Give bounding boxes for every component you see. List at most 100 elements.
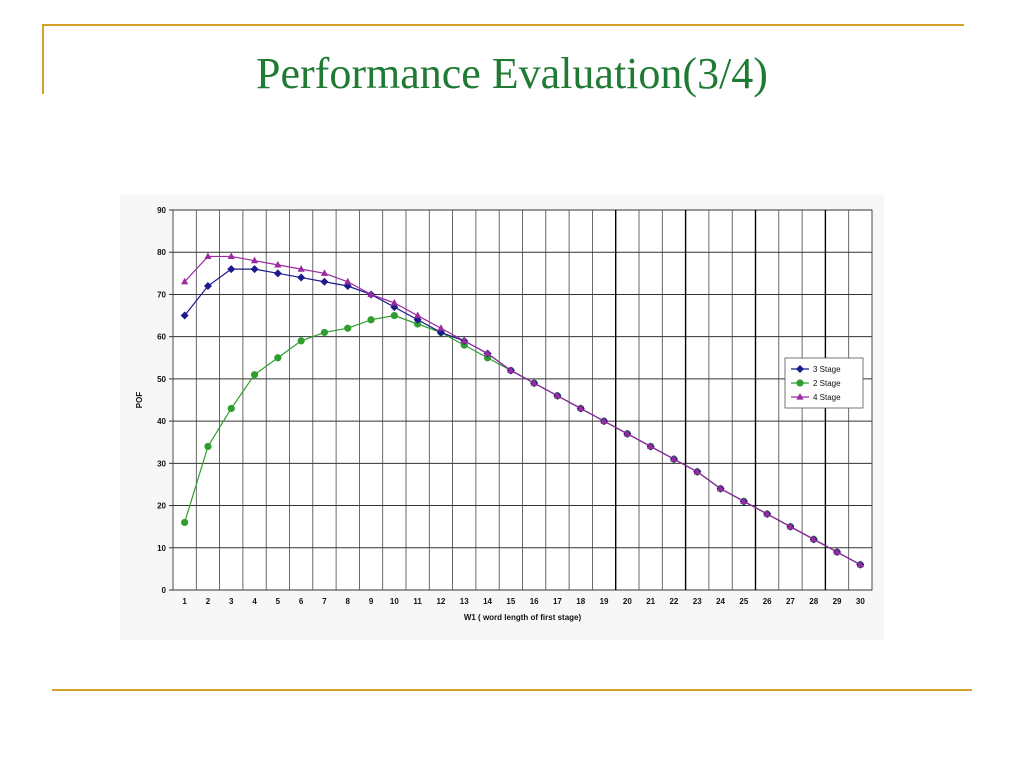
x-tick-label: 7 — [322, 597, 327, 606]
y-tick-label: 70 — [157, 290, 166, 299]
data-point-2-stage — [390, 311, 398, 320]
bottom-accent-line — [52, 689, 972, 691]
data-point-2-stage — [274, 354, 282, 362]
x-tick-label: 18 — [576, 597, 585, 606]
data-point-2-stage — [320, 328, 329, 337]
x-tick-label: 17 — [553, 597, 562, 606]
x-tick-label: 14 — [483, 597, 492, 606]
data-point-2-stage — [181, 518, 189, 527]
data-point-4-stage — [483, 349, 492, 357]
y-tick-label: 10 — [157, 544, 166, 553]
x-tick-label: 13 — [460, 597, 469, 606]
data-point-4-stage — [810, 535, 818, 542]
x-tick-label: 30 — [856, 597, 865, 606]
data-point-3-stage — [180, 311, 189, 320]
x-tick-label: 22 — [669, 597, 678, 606]
data-point-4-stage — [763, 510, 771, 517]
x-tick-label: 21 — [646, 597, 655, 606]
legend-marker-4-stage — [796, 393, 804, 400]
x-tick-label: 15 — [506, 597, 515, 606]
data-point-2-stage — [297, 337, 305, 345]
y-tick-label: 20 — [157, 502, 166, 511]
legend-marker-3-stage — [796, 365, 804, 373]
x-tick-label: 27 — [786, 597, 795, 606]
data-point-2-stage — [414, 320, 422, 328]
y-tick-label: 60 — [157, 333, 166, 342]
y-tick-label: 0 — [162, 586, 167, 595]
x-tick-label: 4 — [252, 597, 257, 606]
data-point-4-stage — [786, 522, 795, 530]
y-tick-label: 40 — [157, 417, 166, 426]
data-point-4-stage — [437, 324, 445, 331]
x-tick-label: 12 — [436, 597, 445, 606]
x-tick-label: 6 — [299, 597, 304, 606]
x-tick-label: 25 — [739, 597, 748, 606]
y-tick-label: 50 — [157, 375, 166, 384]
data-point-3-stage — [320, 277, 329, 286]
data-point-2-stage — [204, 442, 212, 451]
y-axis-label: POF — [135, 392, 144, 409]
x-tick-label: 11 — [413, 597, 422, 606]
x-tick-label: 9 — [369, 597, 374, 606]
data-point-4-stage — [833, 548, 841, 555]
data-point-4-stage — [507, 366, 515, 374]
data-point-4-stage — [297, 265, 305, 272]
top-accent-line — [42, 24, 964, 26]
data-point-4-stage — [530, 379, 538, 386]
data-point-4-stage — [390, 298, 398, 306]
x-tick-label: 19 — [600, 597, 609, 606]
data-point-4-stage — [856, 560, 864, 568]
data-point-4-stage — [414, 311, 422, 319]
x-tick-label: 3 — [229, 597, 234, 606]
data-point-4-stage — [577, 404, 585, 412]
data-point-3-stage — [227, 265, 236, 274]
slide-title: Performance Evaluation(3/4) — [256, 49, 768, 98]
x-axis-label: W1 ( word length of first stage) — [464, 613, 582, 622]
legend-label-4-stage: 4 Stage — [813, 393, 841, 402]
x-tick-label: 20 — [623, 597, 632, 606]
chart-container: 0 10 20 30 40 50 60 70 80 90 1 2 3 4 5 6 7 8 9 10 11 12 13 14 15… — [120, 195, 884, 640]
data-point-2-stage — [227, 404, 235, 413]
data-point-4-stage — [740, 497, 748, 504]
data-point-4-stage — [250, 256, 259, 264]
data-point-4-stage — [716, 484, 725, 492]
data-point-2-stage — [250, 371, 259, 379]
legend-label-2-stage: 2 Stage — [813, 379, 841, 388]
data-point-4-stage — [670, 455, 678, 462]
y-tick-label: 90 — [157, 206, 166, 215]
x-tick-label: 8 — [346, 597, 351, 606]
series-line-4-stage — [184, 255, 861, 566]
left-accent-line — [42, 24, 44, 94]
data-point-3-stage — [250, 265, 259, 274]
data-point-4-stage — [647, 442, 655, 450]
x-tick-label: 24 — [716, 597, 725, 606]
x-tick-label: 5 — [276, 597, 281, 606]
x-tick-label: 16 — [530, 597, 539, 606]
legend-marker-2-stage — [796, 379, 804, 387]
data-point-4-stage — [623, 429, 631, 437]
data-point-3-stage — [297, 273, 306, 282]
x-tick-label: 29 — [833, 597, 842, 606]
data-point-3-stage — [413, 315, 422, 324]
data-point-4-stage — [693, 467, 701, 475]
y-tick-label: 80 — [157, 248, 166, 257]
data-point-4-stage — [204, 252, 212, 260]
legend-label-3-stage: 3 Stage — [813, 365, 841, 374]
x-tick-label: 26 — [763, 597, 772, 606]
x-tick-label: 28 — [809, 597, 818, 606]
data-point-4-stage — [553, 391, 562, 399]
data-point-4-stage — [227, 252, 235, 260]
data-point-4-stage — [367, 290, 375, 298]
x-tick-label: 23 — [693, 597, 702, 606]
data-point-4-stage — [460, 336, 468, 344]
data-point-4-stage — [320, 269, 329, 276]
data-point-3-stage — [273, 269, 282, 278]
data-point-4-stage — [600, 417, 608, 424]
data-point-2-stage — [367, 316, 375, 324]
y-tick-label: 30 — [157, 459, 166, 468]
data-point-2-stage — [344, 324, 352, 332]
data-point-4-stage — [344, 277, 352, 285]
data-point-4-stage — [274, 260, 282, 268]
data-point-3-stage — [203, 282, 212, 290]
